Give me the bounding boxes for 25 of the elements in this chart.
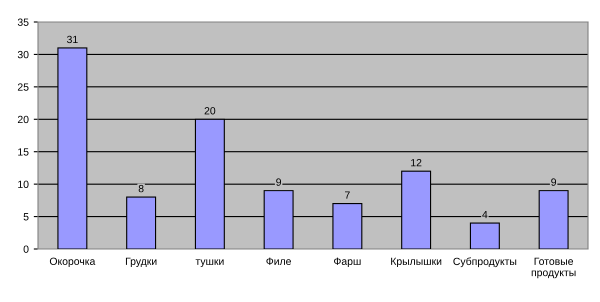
x-tick-label: тушки [196,259,224,268]
x-tick-label: Окорочка [50,258,96,268]
y-tick-label: 25 [18,83,29,91]
data-label: 31 [66,36,78,44]
y-tick-label: 20 [18,116,29,124]
bar [470,222,500,249]
x-tick-label: Готовые продукты [532,258,576,278]
data-label: 8 [138,184,144,192]
x-tick-label: Грудки [126,258,156,268]
y-tick-label: 10 [18,180,29,188]
y-tick-label: 35 [18,18,29,26]
data-label: 4 [482,210,488,218]
y-tick-label: 0 [24,246,29,253]
y-tick-label: 30 [18,50,29,58]
y-tick-label: 5 [24,213,29,220]
x-tick-label: Фарш [334,258,361,268]
x-tick-label: Субпродукты [453,257,516,268]
y-tick-label: 15 [18,148,29,156]
x-tick-label: Крылышки [391,258,442,268]
data-label: 9 [276,178,282,186]
data-label: 20 [204,107,216,114]
data-label: 7 [345,191,350,199]
data-label: 9 [551,178,556,186]
data-label: 12 [411,158,422,166]
x-tick-label: Филе [266,258,291,265]
